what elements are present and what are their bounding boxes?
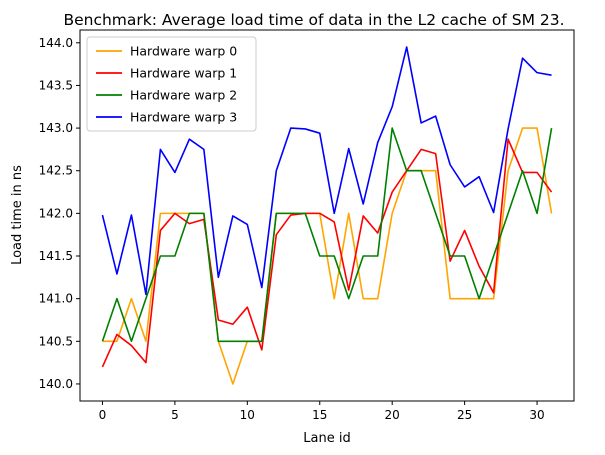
series-line-warp-1 [101, 138, 553, 368]
y-tick-label: 140.0 [39, 377, 73, 391]
x-tick-label: 20 [385, 408, 400, 422]
x-tick-label: 25 [457, 408, 472, 422]
y-tick-label: 140.5 [39, 334, 73, 348]
series-line-warp-3 [101, 46, 552, 296]
legend-label: Hardware warp 0 [130, 44, 237, 59]
plot-frame [79, 29, 575, 402]
legend: Hardware warp 0 Hardware warp 1 Hardware w… [86, 36, 257, 132]
x-tick-label: 10 [240, 408, 255, 422]
legend-label: Hardware warp 1 [130, 66, 237, 81]
y-tick-label: 143.5 [39, 78, 73, 92]
plot-area [101, 46, 553, 385]
y-tick-label: 141.0 [39, 292, 73, 306]
y-tick-label: 143.0 [39, 121, 73, 135]
x-axis: 0 5 10 15 20 25 30 [99, 401, 545, 422]
y-tick-label: 142.0 [39, 206, 73, 220]
x-tick-label: 30 [529, 408, 544, 422]
y-tick-label: 142.5 [39, 164, 73, 178]
x-tick-label: 15 [312, 408, 327, 422]
y-axis-label: Load time in ns [10, 165, 25, 265]
legend-label: Hardware warp 3 [130, 110, 237, 125]
y-axis: 140.0 140.5 141.0 141.5 142.0 142.5 143.0 143.5… [39, 36, 80, 391]
x-tick-label: 0 [99, 408, 107, 422]
y-tick-label: 141.5 [39, 249, 73, 263]
legend-box [86, 36, 257, 132]
legend-label: Hardware warp 2 [130, 88, 237, 103]
chart-title: Benchmark: Average load time of data in … [63, 11, 564, 29]
series-line-warp-2 [101, 127, 553, 343]
x-tick-label: 5 [171, 408, 179, 422]
y-tick-label: 144.0 [39, 36, 73, 50]
x-axis-label: Lane id [303, 431, 350, 446]
